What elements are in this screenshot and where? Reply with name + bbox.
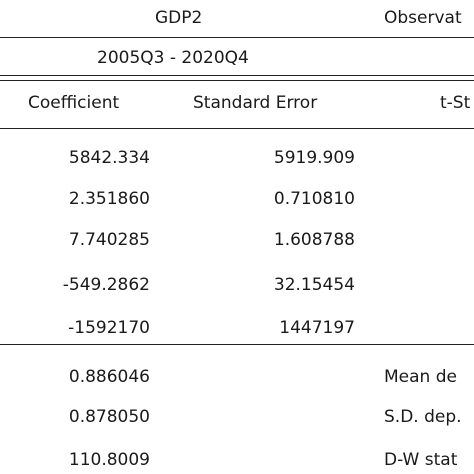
column-header: Coefficient	[28, 93, 120, 113]
rule	[0, 344, 474, 345]
rule	[0, 75, 474, 76]
stat-value: 0.878050	[68, 407, 150, 427]
stat-label: S.D. dep.	[384, 407, 462, 427]
stat-label: D-W stat	[384, 450, 458, 470]
standard-error: 1.608788	[273, 230, 355, 250]
standard-error: 1447197	[279, 318, 355, 338]
coefficient: 2.351860	[68, 189, 150, 209]
coefficient: -549.2862	[62, 275, 150, 295]
standard-error: 0.710810	[273, 189, 355, 209]
sample-range: 2005Q3 - 2020Q4	[97, 48, 249, 68]
rule	[0, 128, 474, 129]
dependent-variable: GDP2	[155, 8, 203, 28]
rule	[0, 80, 474, 81]
coefficient: 5842.334	[68, 148, 150, 168]
standard-error: 32.15454	[273, 275, 355, 295]
observations-label: Observat	[384, 8, 462, 28]
stat-value: 0.886046	[68, 367, 150, 387]
standard-error: 5919.909	[273, 148, 355, 168]
coefficient: -1592170	[68, 318, 150, 338]
coefficient: 7.740285	[68, 230, 150, 250]
stat-label: Mean de	[384, 367, 457, 387]
column-header: t-St	[440, 93, 471, 113]
rule	[0, 37, 474, 38]
column-header: Standard Error	[193, 93, 318, 113]
stat-value: 110.8009	[68, 450, 150, 470]
